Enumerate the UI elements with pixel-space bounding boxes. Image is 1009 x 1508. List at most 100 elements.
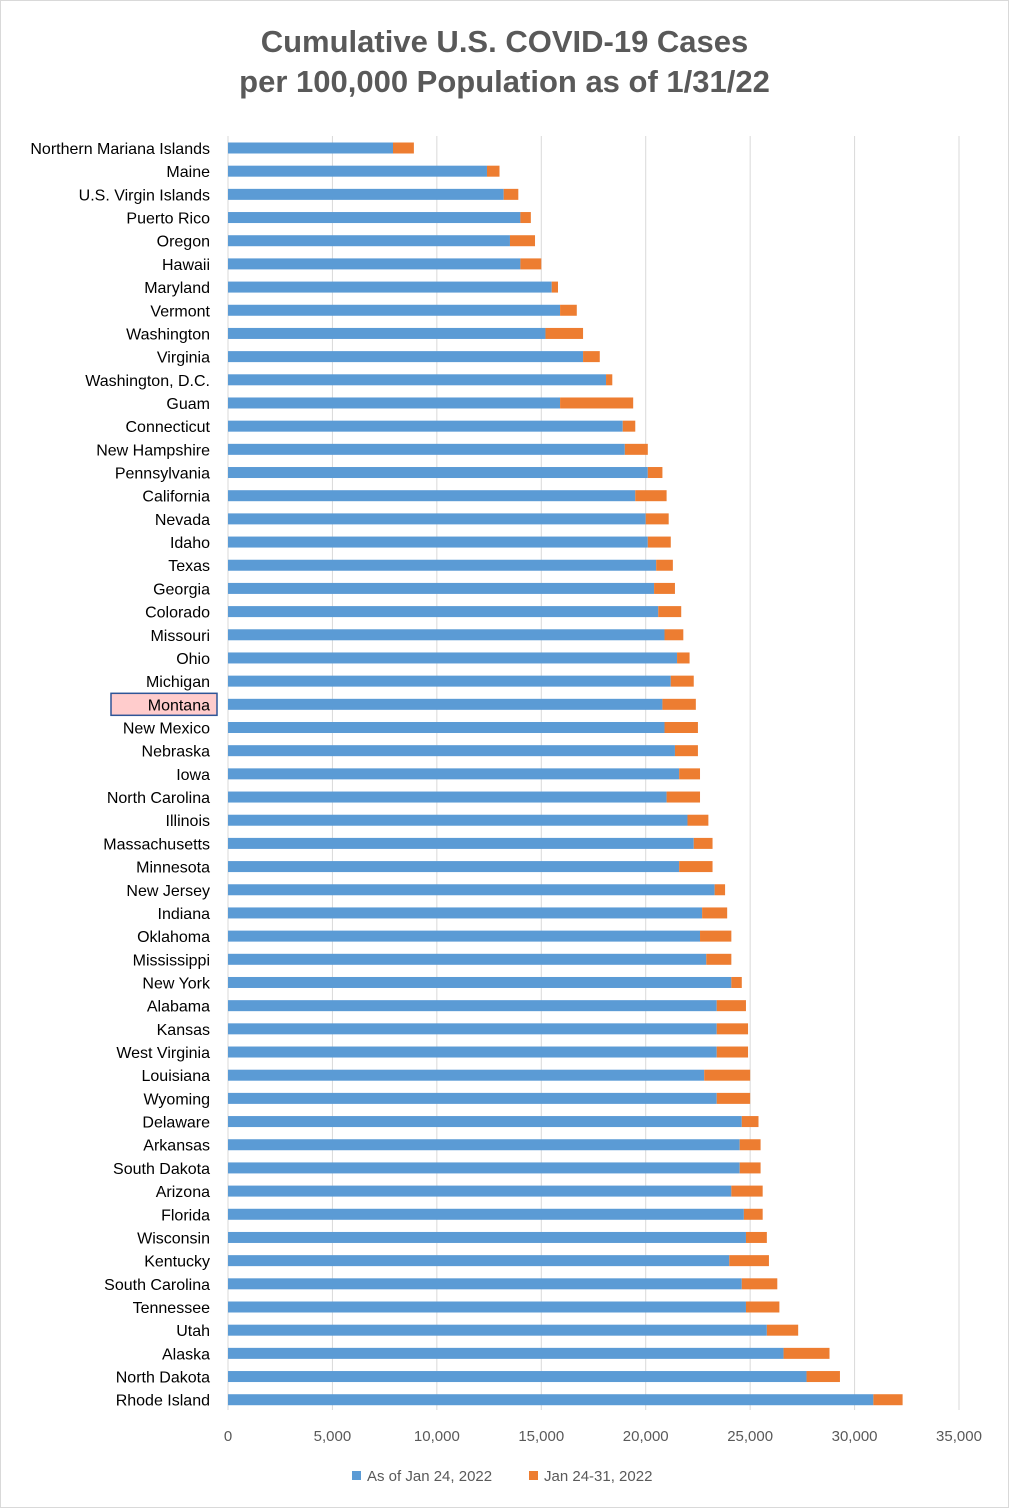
category-label: South Dakota (113, 1161, 210, 1178)
bar-jan-24-31 (647, 467, 663, 479)
bar-as-of-jan-24 (228, 1347, 784, 1359)
chart-title-line2: per 100,000 Population as of 1/31/22 (239, 64, 770, 99)
bar-as-of-jan-24 (228, 490, 636, 502)
bar-as-of-jan-24 (228, 1069, 705, 1081)
bar-as-of-jan-24 (228, 513, 646, 525)
category-label: Oklahoma (137, 929, 210, 946)
category-label: Rhode Island (116, 1393, 210, 1410)
bar-as-of-jan-24 (228, 722, 665, 733)
bar-as-of-jan-24 (228, 1000, 717, 1012)
bar-as-of-jan-24 (228, 397, 561, 409)
bar-as-of-jan-24 (228, 1394, 874, 1406)
category-label: Hawaii (162, 257, 210, 274)
bar-jan-24-31 (624, 443, 648, 455)
legend-label: As of Jan 24, 2022 (367, 1468, 492, 1485)
category-label: Puerto Rico (126, 211, 210, 228)
bar-as-of-jan-24 (228, 953, 707, 965)
category-label: Kentucky (144, 1254, 210, 1271)
bar-as-of-jan-24 (228, 675, 671, 687)
bar-jan-24-31 (700, 930, 732, 942)
bar-jan-24-31 (654, 582, 675, 594)
bar-jan-24-31 (716, 1000, 746, 1012)
bar-jan-24-31 (662, 698, 696, 710)
bar-jan-24-31 (741, 1278, 778, 1290)
category-label: Michigan (146, 674, 210, 691)
bar-jan-24-31 (766, 1324, 799, 1336)
bar-jan-24-31 (486, 165, 500, 177)
bar-as-of-jan-24 (228, 745, 675, 757)
category-label: Guam (166, 396, 210, 413)
bar-jan-24-31 (741, 1116, 759, 1128)
category-label: Florida (161, 1207, 210, 1224)
bar-jan-24-31 (666, 791, 701, 803)
category-label: Virginia (157, 350, 210, 367)
bar-jan-24-31 (731, 976, 742, 988)
bars (228, 142, 903, 1406)
bar-jan-24-31 (739, 1162, 761, 1174)
bar-jan-24-31 (674, 745, 698, 757)
category-label: Indiana (158, 906, 211, 923)
bar-jan-24-31 (658, 606, 682, 618)
category-label: Ohio (176, 651, 210, 668)
category-label: Utah (176, 1323, 210, 1340)
category-label: Nebraska (142, 744, 211, 761)
category-label: Illinois (166, 813, 210, 830)
chart-title-line1: Cumulative U.S. COVID-19 Cases (260, 24, 749, 59)
category-label: Wyoming (143, 1091, 210, 1108)
legend-swatch (352, 1471, 361, 1480)
category-label: Tennessee (133, 1300, 210, 1317)
bar-as-of-jan-24 (228, 374, 607, 386)
category-label: Georgia (153, 581, 210, 598)
category-label: New Jersey (126, 883, 210, 900)
bar-as-of-jan-24 (228, 1116, 742, 1128)
category-label: Massachusetts (103, 836, 210, 853)
x-tick-label: 0 (224, 1428, 232, 1445)
category-label: New York (142, 975, 211, 992)
bar-as-of-jan-24 (228, 1023, 717, 1035)
bar-jan-24-31 (714, 884, 726, 896)
bar-jan-24-31 (716, 1023, 749, 1035)
category-label: Arizona (156, 1184, 210, 1201)
bar-as-of-jan-24 (228, 907, 703, 919)
category-labels: Northern Mariana Islands Maine U.S. Virgin… (30, 141, 211, 1410)
legend: As of Jan 24, 2022 Jan 24-31, 2022 (352, 1468, 652, 1485)
category-label: Washington, D.C. (85, 373, 210, 390)
bar-jan-24-31 (647, 536, 671, 548)
bar-as-of-jan-24 (228, 1162, 740, 1174)
bar-as-of-jan-24 (228, 1208, 744, 1220)
bar-jan-24-31 (679, 768, 701, 780)
bar-jan-24-31 (635, 490, 667, 502)
category-label: Delaware (142, 1115, 210, 1132)
bar-jan-24-31 (664, 629, 684, 641)
category-label: Arkansas (143, 1138, 210, 1155)
bar-as-of-jan-24 (228, 212, 521, 224)
bar-as-of-jan-24 (228, 1255, 730, 1267)
bar-jan-24-31 (503, 188, 519, 200)
bar-as-of-jan-24 (228, 467, 648, 479)
category-label: North Dakota (116, 1370, 210, 1387)
category-label: Oregon (157, 234, 210, 251)
x-tick-label: 25,000 (727, 1428, 773, 1445)
bar-jan-24-31 (743, 1208, 763, 1220)
category-label: Nevada (155, 512, 210, 529)
category-label: Alabama (147, 999, 210, 1016)
category-label: North Carolina (107, 790, 210, 807)
bar-jan-24-31 (677, 652, 690, 664)
bar-jan-24-31 (509, 235, 536, 247)
bar-as-of-jan-24 (228, 1139, 740, 1151)
bar-as-of-jan-24 (228, 420, 623, 432)
bar-as-of-jan-24 (228, 884, 715, 896)
bar-as-of-jan-24 (228, 142, 393, 154)
bar-jan-24-31 (392, 142, 414, 154)
bar-as-of-jan-24 (228, 629, 665, 641)
bar-as-of-jan-24 (228, 1278, 742, 1290)
category-label: Vermont (150, 303, 210, 320)
bar-as-of-jan-24 (228, 559, 657, 571)
category-label: California (142, 489, 210, 506)
bar-jan-24-31 (706, 953, 732, 965)
bar-jan-24-31 (679, 861, 713, 873)
x-tick-label: 5,000 (314, 1428, 352, 1445)
bar-jan-24-31 (716, 1092, 751, 1104)
bar-jan-24-31 (806, 1371, 840, 1383)
